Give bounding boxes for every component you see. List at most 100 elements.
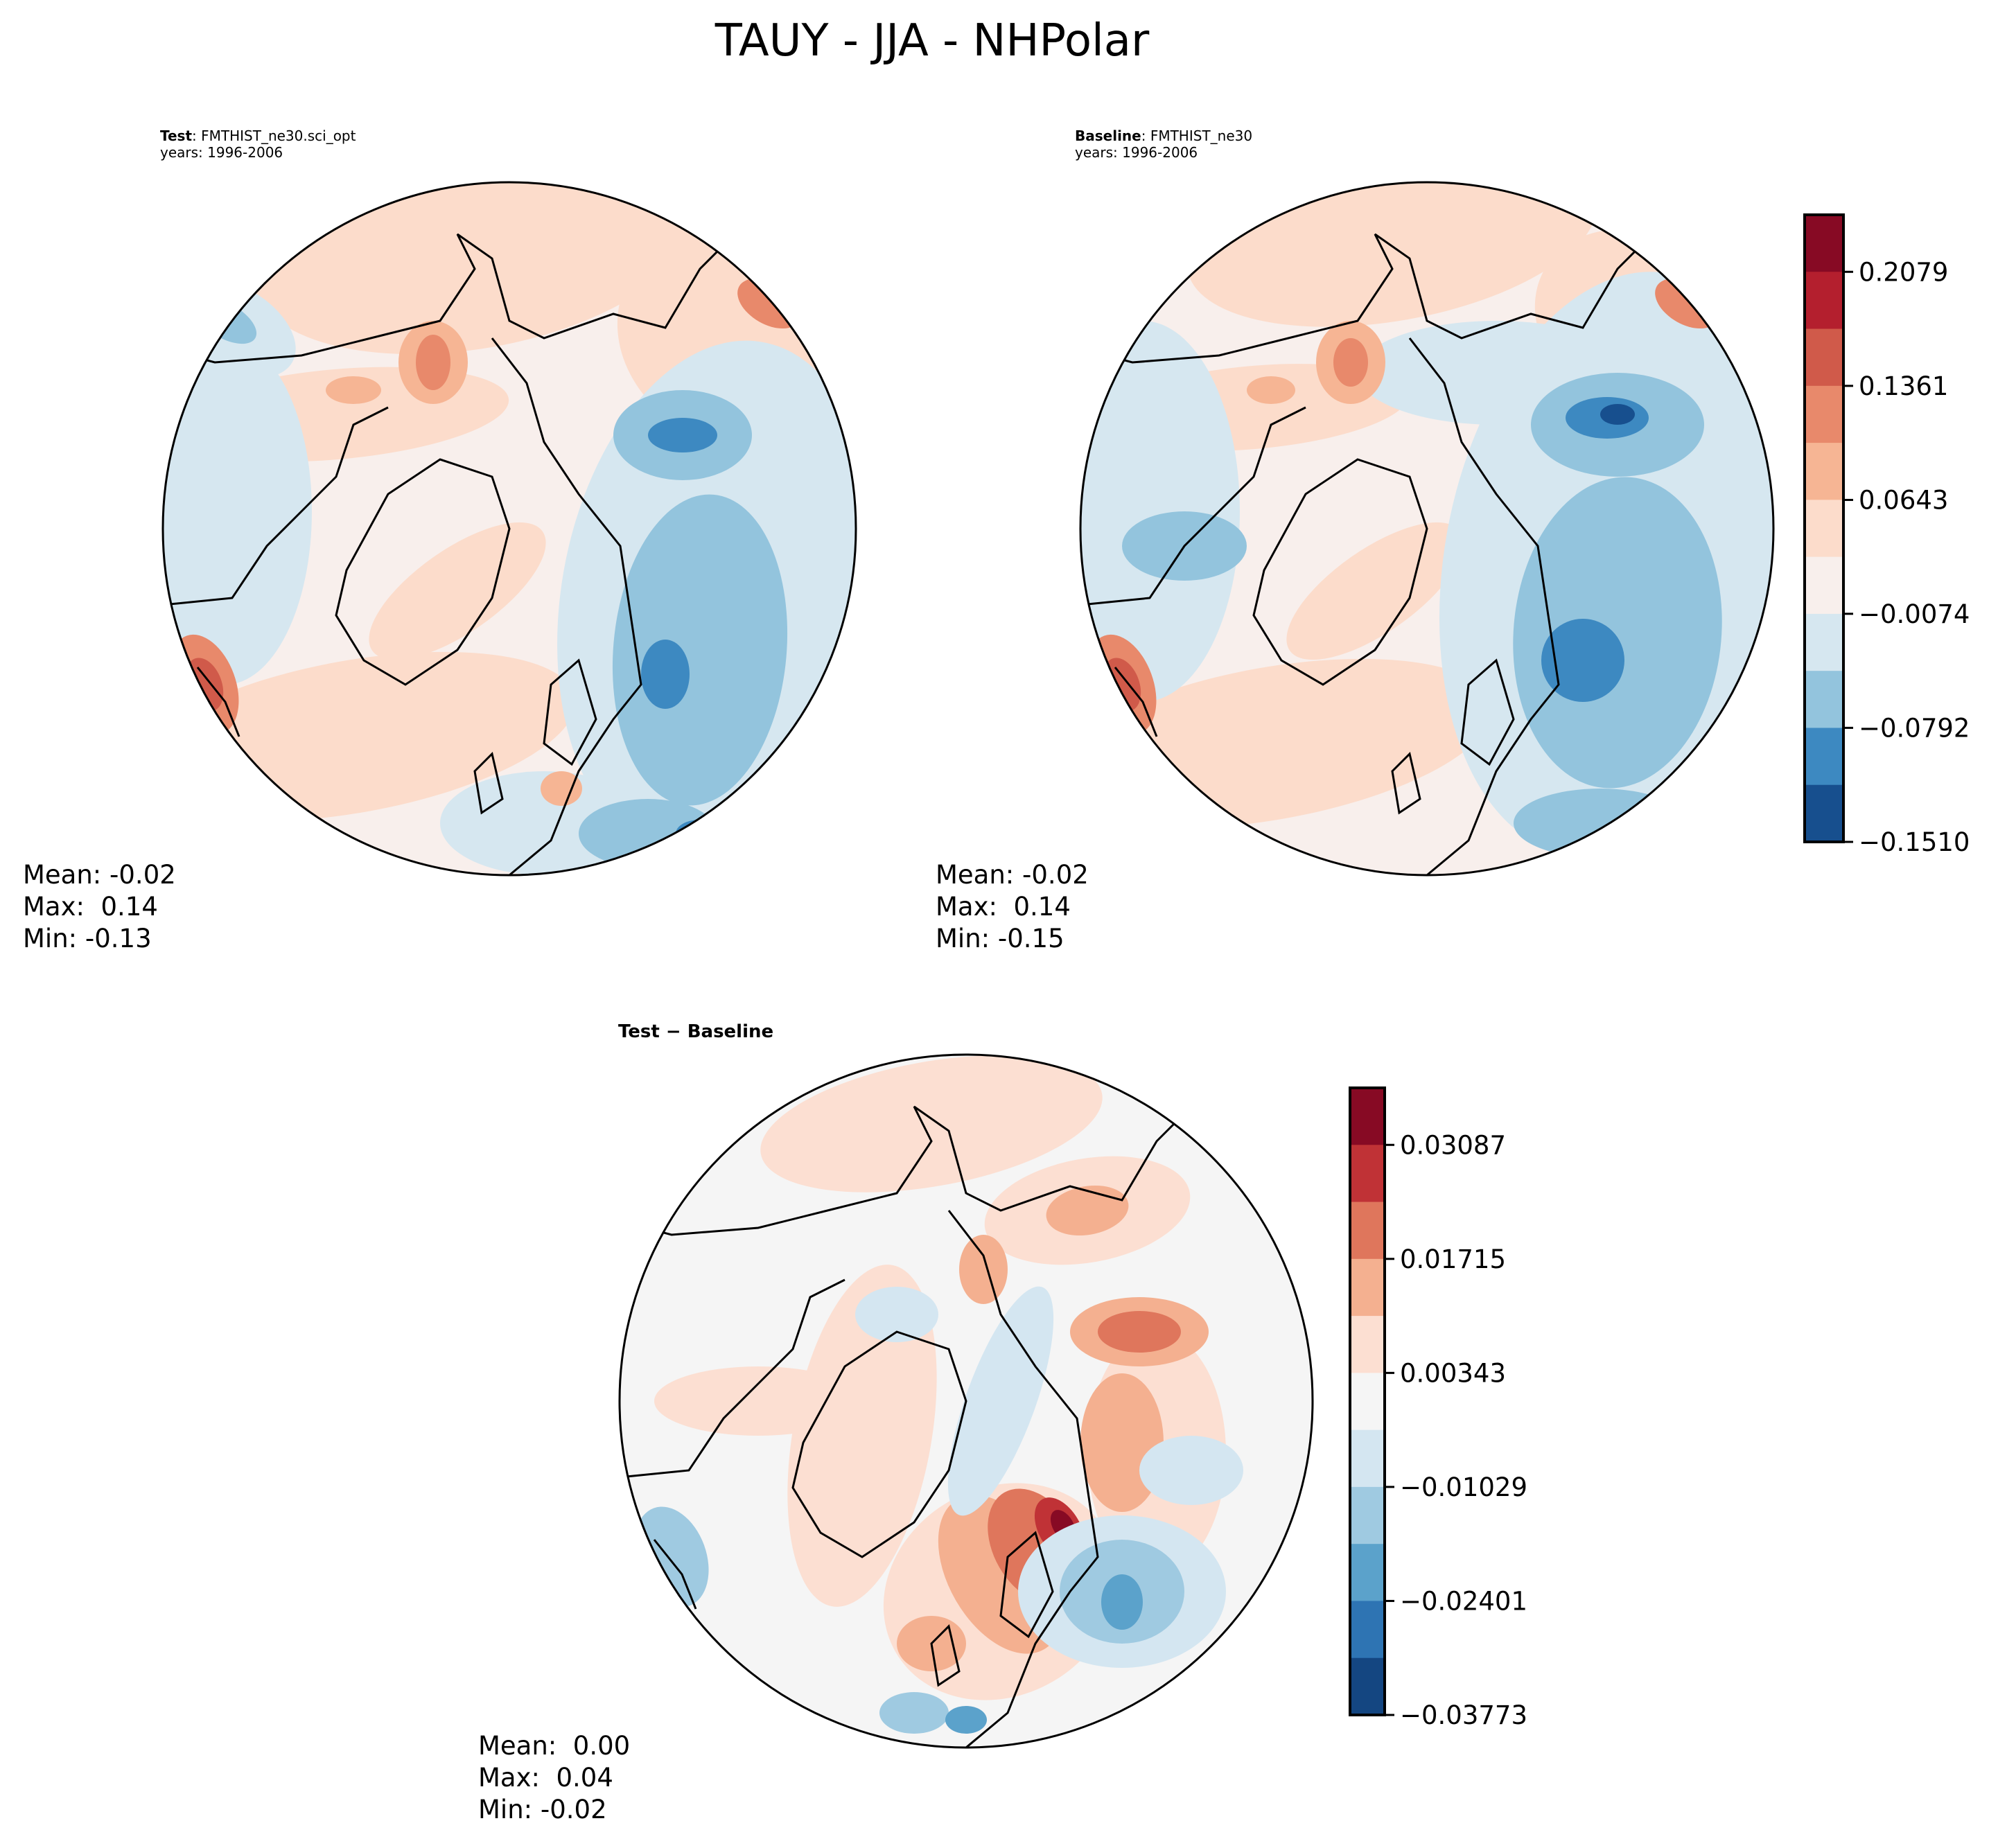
colorbar-tick-label: 0.01715 bbox=[1400, 1244, 1506, 1274]
contour-region bbox=[1513, 477, 1722, 789]
contour-region bbox=[1080, 321, 1240, 702]
colorbar-tick-label: −0.03773 bbox=[1400, 1700, 1527, 1730]
colorbar-tick-label: 0.00343 bbox=[1400, 1358, 1506, 1388]
colorbar-band bbox=[1350, 1202, 1385, 1260]
coastline bbox=[791, 1330, 967, 1558]
contour-region bbox=[541, 771, 582, 806]
colorbar-tick-label: −0.02401 bbox=[1400, 1586, 1527, 1616]
colorbar-band bbox=[1350, 1429, 1385, 1488]
test-stats: Mean: -0.02 Max: 0.14 Min: -0.13 bbox=[23, 859, 176, 955]
test-min: Min: -0.13 bbox=[23, 924, 152, 953]
colorbar-band bbox=[1350, 1088, 1385, 1145]
contour-region bbox=[855, 1287, 938, 1342]
colorbar-band bbox=[1805, 443, 1843, 500]
test-mean: Mean: -0.02 bbox=[23, 860, 176, 890]
colorbar-band bbox=[1350, 1657, 1385, 1716]
diff-min: Min: -0.02 bbox=[478, 1795, 607, 1824]
colorbar-test-baseline: 0.2079 0.1361 0.0643 −0.0074 −0.0792 −0.1510 bbox=[1803, 213, 1970, 857]
coastline bbox=[947, 1210, 1099, 1748]
contour-region bbox=[641, 640, 690, 709]
contour-region bbox=[945, 1706, 987, 1734]
coastline bbox=[473, 752, 504, 815]
coastline bbox=[1080, 233, 1705, 364]
coastline bbox=[163, 406, 389, 606]
coastline bbox=[999, 1531, 1054, 1639]
contour-fills bbox=[163, 182, 856, 875]
colorbar-band bbox=[1805, 500, 1843, 558]
colorbar-tick-label: −0.0074 bbox=[1859, 599, 1970, 629]
test-max: Max: 0.14 bbox=[23, 892, 158, 922]
colorbar-band bbox=[1805, 328, 1843, 387]
contour-region bbox=[1247, 376, 1295, 404]
contour-region bbox=[959, 1235, 1008, 1304]
test-polar-map bbox=[161, 181, 857, 877]
contour-region bbox=[579, 799, 717, 868]
baseline-stats: Mean: -0.02 Max: 0.14 Min: -0.15 bbox=[936, 859, 1089, 955]
contour-region bbox=[879, 1692, 949, 1734]
colorbar-tick-label: −0.1510 bbox=[1859, 827, 1970, 857]
coastline bbox=[930, 1624, 961, 1687]
contour-region bbox=[1046, 1185, 1129, 1236]
map-boundary bbox=[1079, 181, 1775, 877]
coastline bbox=[491, 337, 642, 875]
contour-region bbox=[326, 376, 381, 404]
baseline-min: Min: -0.15 bbox=[936, 924, 1064, 953]
contour-region bbox=[676, 820, 724, 847]
colorbar-tick-label: 0.0643 bbox=[1859, 485, 1948, 515]
colorbar-band bbox=[1350, 1316, 1385, 1373]
coastline bbox=[620, 1105, 1244, 1236]
test-subtitle: Test: FMTHIST_ne30.sci_opt years: 1996-2… bbox=[160, 127, 356, 161]
colorbar-band bbox=[1805, 385, 1843, 443]
coastline bbox=[163, 233, 787, 364]
diff-max: Max: 0.04 bbox=[478, 1763, 613, 1793]
colorbar-band bbox=[1805, 613, 1843, 671]
coastline bbox=[196, 667, 240, 737]
contour-fills bbox=[1080, 182, 1773, 875]
colorbar-band bbox=[1805, 556, 1843, 615]
figure-title: TAUY - JJA - NHPolar bbox=[715, 15, 1150, 67]
coastline bbox=[653, 1539, 697, 1610]
colorbar-band bbox=[1350, 1544, 1385, 1601]
contour-region bbox=[648, 418, 717, 452]
colorbar-tick-label: −0.0792 bbox=[1859, 713, 1970, 743]
colorbar-tick-label: 0.2079 bbox=[1859, 257, 1948, 287]
baseline-max: Max: 0.14 bbox=[936, 892, 1071, 922]
contour-region bbox=[1333, 338, 1368, 387]
colorbar-diff: 0.03087 0.01715 0.00343 −0.01029 −0.02401 −0.… bbox=[1349, 1086, 1527, 1730]
diff-mean: Mean: 0.00 bbox=[478, 1731, 631, 1761]
diff-subtitle: Test − Baseline bbox=[618, 1021, 774, 1042]
coastline bbox=[1080, 406, 1306, 606]
contour-region bbox=[416, 335, 450, 390]
coastline bbox=[335, 458, 511, 686]
colorbar-band bbox=[1805, 272, 1843, 330]
coastline bbox=[1252, 458, 1428, 686]
map-boundary bbox=[161, 181, 857, 877]
colorbar-band bbox=[1350, 1145, 1385, 1203]
baseline-mean: Mean: -0.02 bbox=[936, 860, 1089, 890]
test-label: Test bbox=[160, 127, 193, 144]
test-years: years: 1996-2006 bbox=[160, 144, 283, 161]
contour-region bbox=[1098, 1311, 1181, 1353]
colorbar-band bbox=[1350, 1258, 1385, 1317]
map-boundary bbox=[618, 1053, 1314, 1749]
baseline-case-name: : FMTHIST_ne30 bbox=[1141, 127, 1253, 144]
coastline bbox=[1114, 667, 1158, 737]
colorbar-band bbox=[1805, 215, 1843, 272]
contour-region bbox=[947, 1286, 1054, 1516]
colorbar-tick-label: 0.1361 bbox=[1859, 371, 1948, 401]
colorbar-band bbox=[1350, 1486, 1385, 1545]
contour-region bbox=[1101, 1574, 1143, 1630]
contour-region bbox=[1541, 619, 1624, 702]
colorbar-band bbox=[1805, 728, 1843, 786]
contour-region bbox=[612, 494, 788, 806]
colorbar-band bbox=[1350, 1601, 1385, 1659]
colorbar-frame bbox=[1803, 213, 1845, 843]
colorbar-band bbox=[1350, 1373, 1385, 1431]
coastline bbox=[543, 658, 597, 766]
colorbar-band bbox=[1805, 671, 1843, 728]
colorbar-tick-label: 0.03087 bbox=[1400, 1130, 1506, 1160]
coastline bbox=[1408, 337, 1560, 875]
contour-fills bbox=[620, 1055, 1313, 1748]
contour-region bbox=[1514, 789, 1687, 858]
coastline bbox=[1460, 658, 1515, 766]
